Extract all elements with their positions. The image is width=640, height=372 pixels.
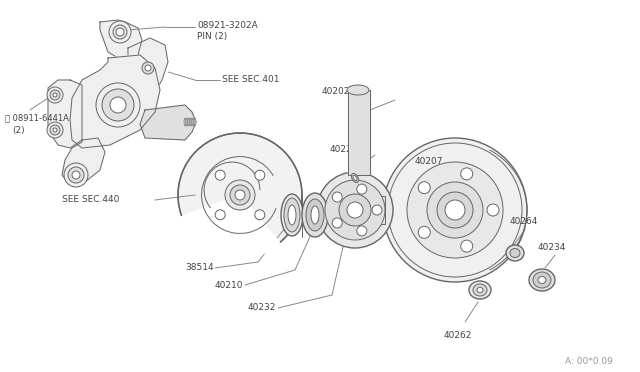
Circle shape (339, 194, 371, 226)
Ellipse shape (194, 118, 196, 126)
Text: 38514: 38514 (185, 263, 214, 273)
Circle shape (461, 240, 473, 252)
Circle shape (145, 65, 151, 71)
Circle shape (419, 226, 430, 238)
Circle shape (317, 172, 393, 248)
Ellipse shape (190, 118, 192, 126)
Ellipse shape (288, 205, 296, 225)
Polygon shape (48, 80, 82, 148)
Circle shape (347, 202, 363, 218)
Circle shape (96, 83, 140, 127)
Text: A: 00*0.09: A: 00*0.09 (565, 357, 613, 366)
Circle shape (72, 171, 80, 179)
Circle shape (47, 122, 63, 138)
Circle shape (255, 210, 265, 220)
Polygon shape (62, 138, 105, 185)
Ellipse shape (281, 194, 303, 236)
Circle shape (255, 170, 265, 180)
Text: 40234: 40234 (538, 244, 566, 253)
Ellipse shape (186, 118, 188, 126)
Circle shape (427, 182, 483, 238)
Text: 40262: 40262 (444, 330, 472, 340)
Ellipse shape (188, 118, 190, 126)
Circle shape (445, 200, 465, 220)
Circle shape (225, 180, 255, 210)
Circle shape (178, 133, 302, 257)
Ellipse shape (510, 248, 520, 257)
Ellipse shape (469, 281, 491, 299)
Polygon shape (70, 55, 160, 148)
Circle shape (461, 168, 473, 180)
Circle shape (407, 162, 503, 258)
Polygon shape (140, 105, 196, 140)
Ellipse shape (533, 272, 551, 288)
Text: Ⓝ 08911-6441A: Ⓝ 08911-6441A (5, 113, 69, 122)
Circle shape (356, 184, 367, 194)
Text: 40264: 40264 (510, 218, 538, 227)
Ellipse shape (529, 269, 555, 291)
Ellipse shape (347, 85, 369, 95)
Circle shape (383, 138, 527, 282)
Text: SEE SEC.401: SEE SEC.401 (222, 76, 280, 84)
Text: 40207: 40207 (415, 157, 444, 167)
Polygon shape (348, 90, 370, 175)
Text: (2): (2) (12, 125, 24, 135)
Circle shape (142, 62, 154, 74)
Ellipse shape (306, 199, 324, 231)
Ellipse shape (353, 175, 357, 181)
Ellipse shape (506, 245, 524, 261)
Text: 40210: 40210 (215, 280, 243, 289)
Circle shape (50, 125, 60, 135)
Circle shape (102, 89, 134, 121)
Ellipse shape (538, 276, 546, 283)
Circle shape (332, 218, 342, 228)
Circle shape (53, 93, 57, 97)
Circle shape (437, 192, 473, 228)
Text: 08921-3202A: 08921-3202A (197, 20, 258, 29)
Circle shape (50, 90, 60, 100)
Text: SEE SEC.440: SEE SEC.440 (62, 196, 120, 205)
Circle shape (116, 28, 124, 36)
Text: 40232: 40232 (248, 304, 276, 312)
Circle shape (356, 226, 367, 236)
Ellipse shape (284, 198, 300, 232)
Circle shape (419, 182, 430, 194)
Circle shape (68, 167, 84, 183)
Ellipse shape (351, 173, 358, 183)
Circle shape (230, 185, 250, 205)
Ellipse shape (192, 118, 194, 126)
Ellipse shape (311, 206, 319, 224)
Circle shape (215, 170, 225, 180)
Polygon shape (100, 20, 142, 62)
Circle shape (372, 205, 382, 215)
Circle shape (332, 192, 342, 202)
Circle shape (325, 180, 385, 240)
Polygon shape (128, 38, 168, 96)
Wedge shape (180, 195, 280, 258)
Text: 40222: 40222 (330, 145, 358, 154)
Circle shape (113, 25, 127, 39)
Circle shape (235, 190, 245, 200)
Polygon shape (350, 196, 385, 224)
Text: PIN (2): PIN (2) (197, 32, 227, 41)
Circle shape (487, 204, 499, 216)
Ellipse shape (473, 284, 487, 296)
Ellipse shape (184, 118, 186, 126)
Circle shape (215, 210, 225, 220)
Circle shape (109, 21, 131, 43)
Circle shape (47, 87, 63, 103)
Circle shape (64, 163, 88, 187)
Circle shape (53, 128, 57, 132)
Circle shape (110, 97, 126, 113)
Text: 40202M: 40202M (322, 87, 358, 96)
Ellipse shape (302, 193, 328, 237)
Ellipse shape (477, 288, 483, 292)
